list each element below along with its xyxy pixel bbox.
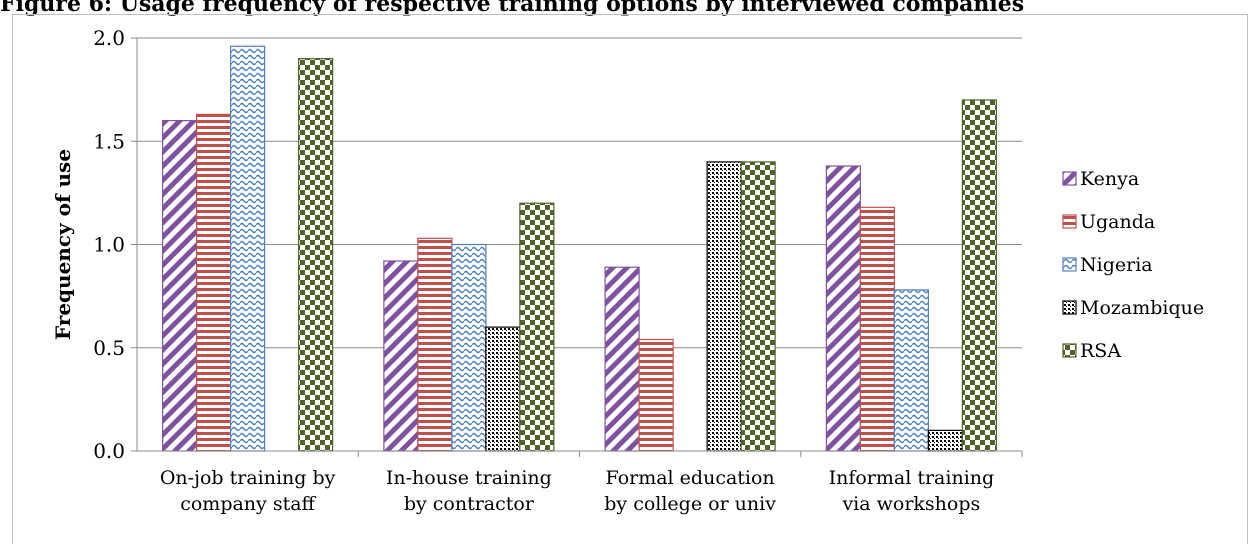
legend-label-uganda: Uganda (1080, 211, 1155, 233)
chart-frame (12, 14, 1248, 544)
y-tick-label: 2.0 (93, 26, 125, 50)
x-tick-label: by contractor (404, 493, 535, 515)
legend-swatch-rsa (1062, 343, 1077, 358)
y-tick-label: 0.5 (93, 336, 125, 360)
y-axis-label: Frequency of use (51, 149, 75, 340)
legend-label-mozambique: Mozambique (1080, 297, 1204, 319)
legend-swatch-kenya (1062, 171, 1077, 186)
bar-uganda (859, 206, 895, 452)
x-tick-label: Formal education (606, 467, 775, 489)
legend-swatch-mozambique (1062, 300, 1077, 315)
bar-rsa (740, 161, 776, 452)
x-tick-label: company staff (180, 493, 316, 515)
bar-mozambique (706, 161, 742, 452)
bar-nigeria (451, 243, 487, 452)
bar-nigeria (230, 45, 266, 452)
bar-uganda (417, 237, 453, 452)
bar-uganda (638, 338, 674, 452)
bar-mozambique (485, 326, 521, 452)
legend-swatch-nigeria (1062, 257, 1077, 272)
legend-swatch-uganda (1062, 214, 1077, 229)
bar-kenya (825, 165, 861, 452)
axis-labels: 0.0 0.5 1.0 1.5 2.0 On-job training by company… (51, 26, 994, 515)
bar-nigeria (893, 289, 929, 452)
x-tick-label: In-house training (386, 467, 552, 489)
figure-title: Figure 6: Usage frequency of respective … (0, 0, 1025, 17)
legend: Kenya Uganda Nigeria Mozambique RSA (1062, 168, 1204, 362)
axes (131, 37, 1023, 457)
y-tick-label: 1.5 (93, 129, 125, 153)
bar-rsa (298, 58, 334, 452)
x-tick-label: via workshops (841, 493, 980, 515)
x-tick-label: On-job training by (160, 467, 336, 489)
bar-mozambique (927, 429, 963, 452)
y-tick-label: 1.0 (93, 233, 125, 257)
y-tick-label: 0.0 (93, 439, 125, 463)
bar-rsa (519, 202, 555, 452)
bar-kenya (162, 119, 198, 452)
x-tick-label: by college or univ (604, 493, 776, 515)
x-tick-label: Informal training (829, 467, 995, 489)
bar-kenya (604, 266, 640, 452)
bars (162, 45, 997, 452)
bar-kenya (383, 260, 419, 452)
legend-label-rsa: RSA (1080, 340, 1121, 362)
bar-uganda (196, 113, 232, 452)
legend-label-kenya: Kenya (1080, 168, 1139, 190)
bar-rsa (961, 99, 997, 452)
legend-label-nigeria: Nigeria (1080, 254, 1153, 276)
